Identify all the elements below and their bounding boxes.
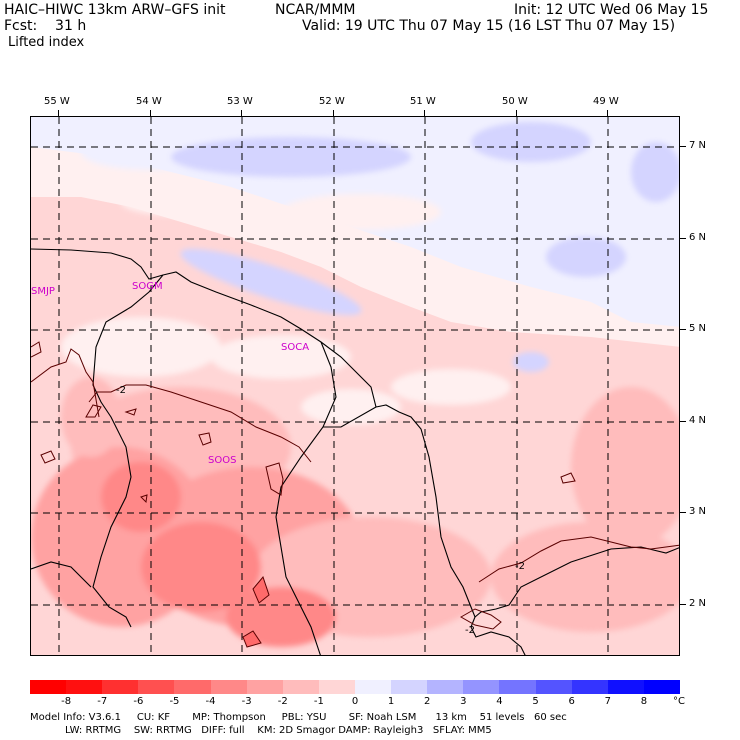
longitude-tick <box>333 110 334 116</box>
longitude-label: 51 W <box>410 96 436 107</box>
legend-label: -2 <box>277 696 288 707</box>
longitude-label: 50 W <box>502 96 528 107</box>
latitude-label: 6 N <box>689 232 707 243</box>
shaded-field <box>31 117 679 655</box>
legend-swatch <box>30 680 67 694</box>
model-title: HAIC–HIWC 13km ARW–GFS init <box>4 2 226 18</box>
init-time: Init: 12 UTC Wed 06 May 15 <box>514 2 709 18</box>
latitude-tick <box>680 238 686 239</box>
legend-label: -7 <box>97 696 108 707</box>
latitude-label: 5 N <box>689 323 707 334</box>
legend-label: -3 <box>241 696 252 707</box>
legend-swatch <box>138 680 175 694</box>
legend-swatch <box>174 680 212 694</box>
longitude-label: 54 W <box>136 96 162 107</box>
longitude-label: 53 W <box>227 96 253 107</box>
latitude-tick <box>680 512 686 513</box>
latitude-tick <box>680 604 686 605</box>
legend-label: 6 <box>568 696 575 707</box>
legend-swatch <box>355 680 392 694</box>
legend-label: 0 <box>351 696 359 707</box>
legend-label: 5 <box>532 696 539 707</box>
longitude-tick <box>607 110 608 116</box>
legend-swatch <box>210 680 248 694</box>
latitude-label: 4 N <box>689 415 707 426</box>
latitude-tick <box>680 329 686 330</box>
forecast-hour: Fcst: 31 h <box>4 18 87 34</box>
legend-swatch <box>463 680 500 694</box>
longitude-label: 52 W <box>319 96 345 107</box>
map-panel: -2 -2 -2 SMJP SOGM SOCA SOOS <box>30 116 680 656</box>
coastline-borders <box>31 248 679 655</box>
legend-label: 8 <box>640 696 648 707</box>
legend-label: 2 <box>424 696 431 707</box>
legend-label: 3 <box>460 696 467 707</box>
legend-swatch <box>318 680 356 694</box>
legend-label: 4 <box>496 696 503 707</box>
minus2-contours <box>31 341 679 648</box>
legend-swatch <box>499 680 537 694</box>
latitude-label: 7 N <box>689 140 707 151</box>
legend-swatch <box>391 680 428 694</box>
longitude-tick <box>58 110 59 116</box>
latitude-tick <box>680 146 686 147</box>
station-sogm: SOGM <box>132 281 163 292</box>
latitude-label: 3 N <box>689 506 707 517</box>
legend-label: -6 <box>133 696 144 707</box>
legend-label: -5 <box>169 696 180 707</box>
longitude-tick <box>150 110 151 116</box>
legend-swatch <box>66 680 103 694</box>
longitude-tick <box>424 110 425 116</box>
legend-swatch <box>535 680 573 694</box>
valid-time: Valid: 19 UTC Thu 07 May 15 (16 LST Thu … <box>302 18 676 34</box>
model-info-line2: LW: RRTMG SW: RRTMG DIFF: full KM: 2D Sm… <box>30 725 492 736</box>
contour-label: -2 <box>515 561 525 572</box>
longitude-label: 49 W <box>593 96 619 107</box>
legend-swatch <box>571 680 609 694</box>
lifted-index-field: -2 -2 -2 SMJP SOGM SOCA SOOS <box>31 117 679 655</box>
latitude-label: 2 N <box>689 598 707 609</box>
legend-label: -4 <box>205 696 216 707</box>
longitude-label: 55 W <box>44 96 70 107</box>
station-soca: SOCA <box>281 342 309 353</box>
contour-label: -2 <box>465 625 475 636</box>
station-smjp: SMJP <box>31 286 55 297</box>
organization-label: NCAR/MMM <box>275 2 356 18</box>
model-info-line1: Model Info: V3.6.1 CU: KF MP: Thompson P… <box>30 712 567 723</box>
legend-swatch <box>102 680 139 694</box>
legend-label: 7 <box>604 696 611 707</box>
legend-swatch <box>427 680 464 694</box>
legend-swatch <box>282 680 320 694</box>
legend-swatch <box>607 680 645 694</box>
field-name: Lifted index <box>8 35 85 50</box>
legend-swatch <box>643 680 681 694</box>
contour-label: -2 <box>116 385 126 396</box>
legend-label: -8 <box>61 696 72 707</box>
color-scale-bar <box>30 680 681 694</box>
latitude-tick <box>680 421 686 422</box>
station-soos: SOOS <box>208 455 236 466</box>
lat-lon-grid <box>31 117 679 655</box>
legend-swatch <box>246 680 284 694</box>
legend-unit: °C <box>673 696 685 707</box>
longitude-tick <box>516 110 517 116</box>
legend-label: 1 <box>387 696 395 707</box>
longitude-tick <box>241 110 242 116</box>
legend-label: -1 <box>313 696 324 707</box>
